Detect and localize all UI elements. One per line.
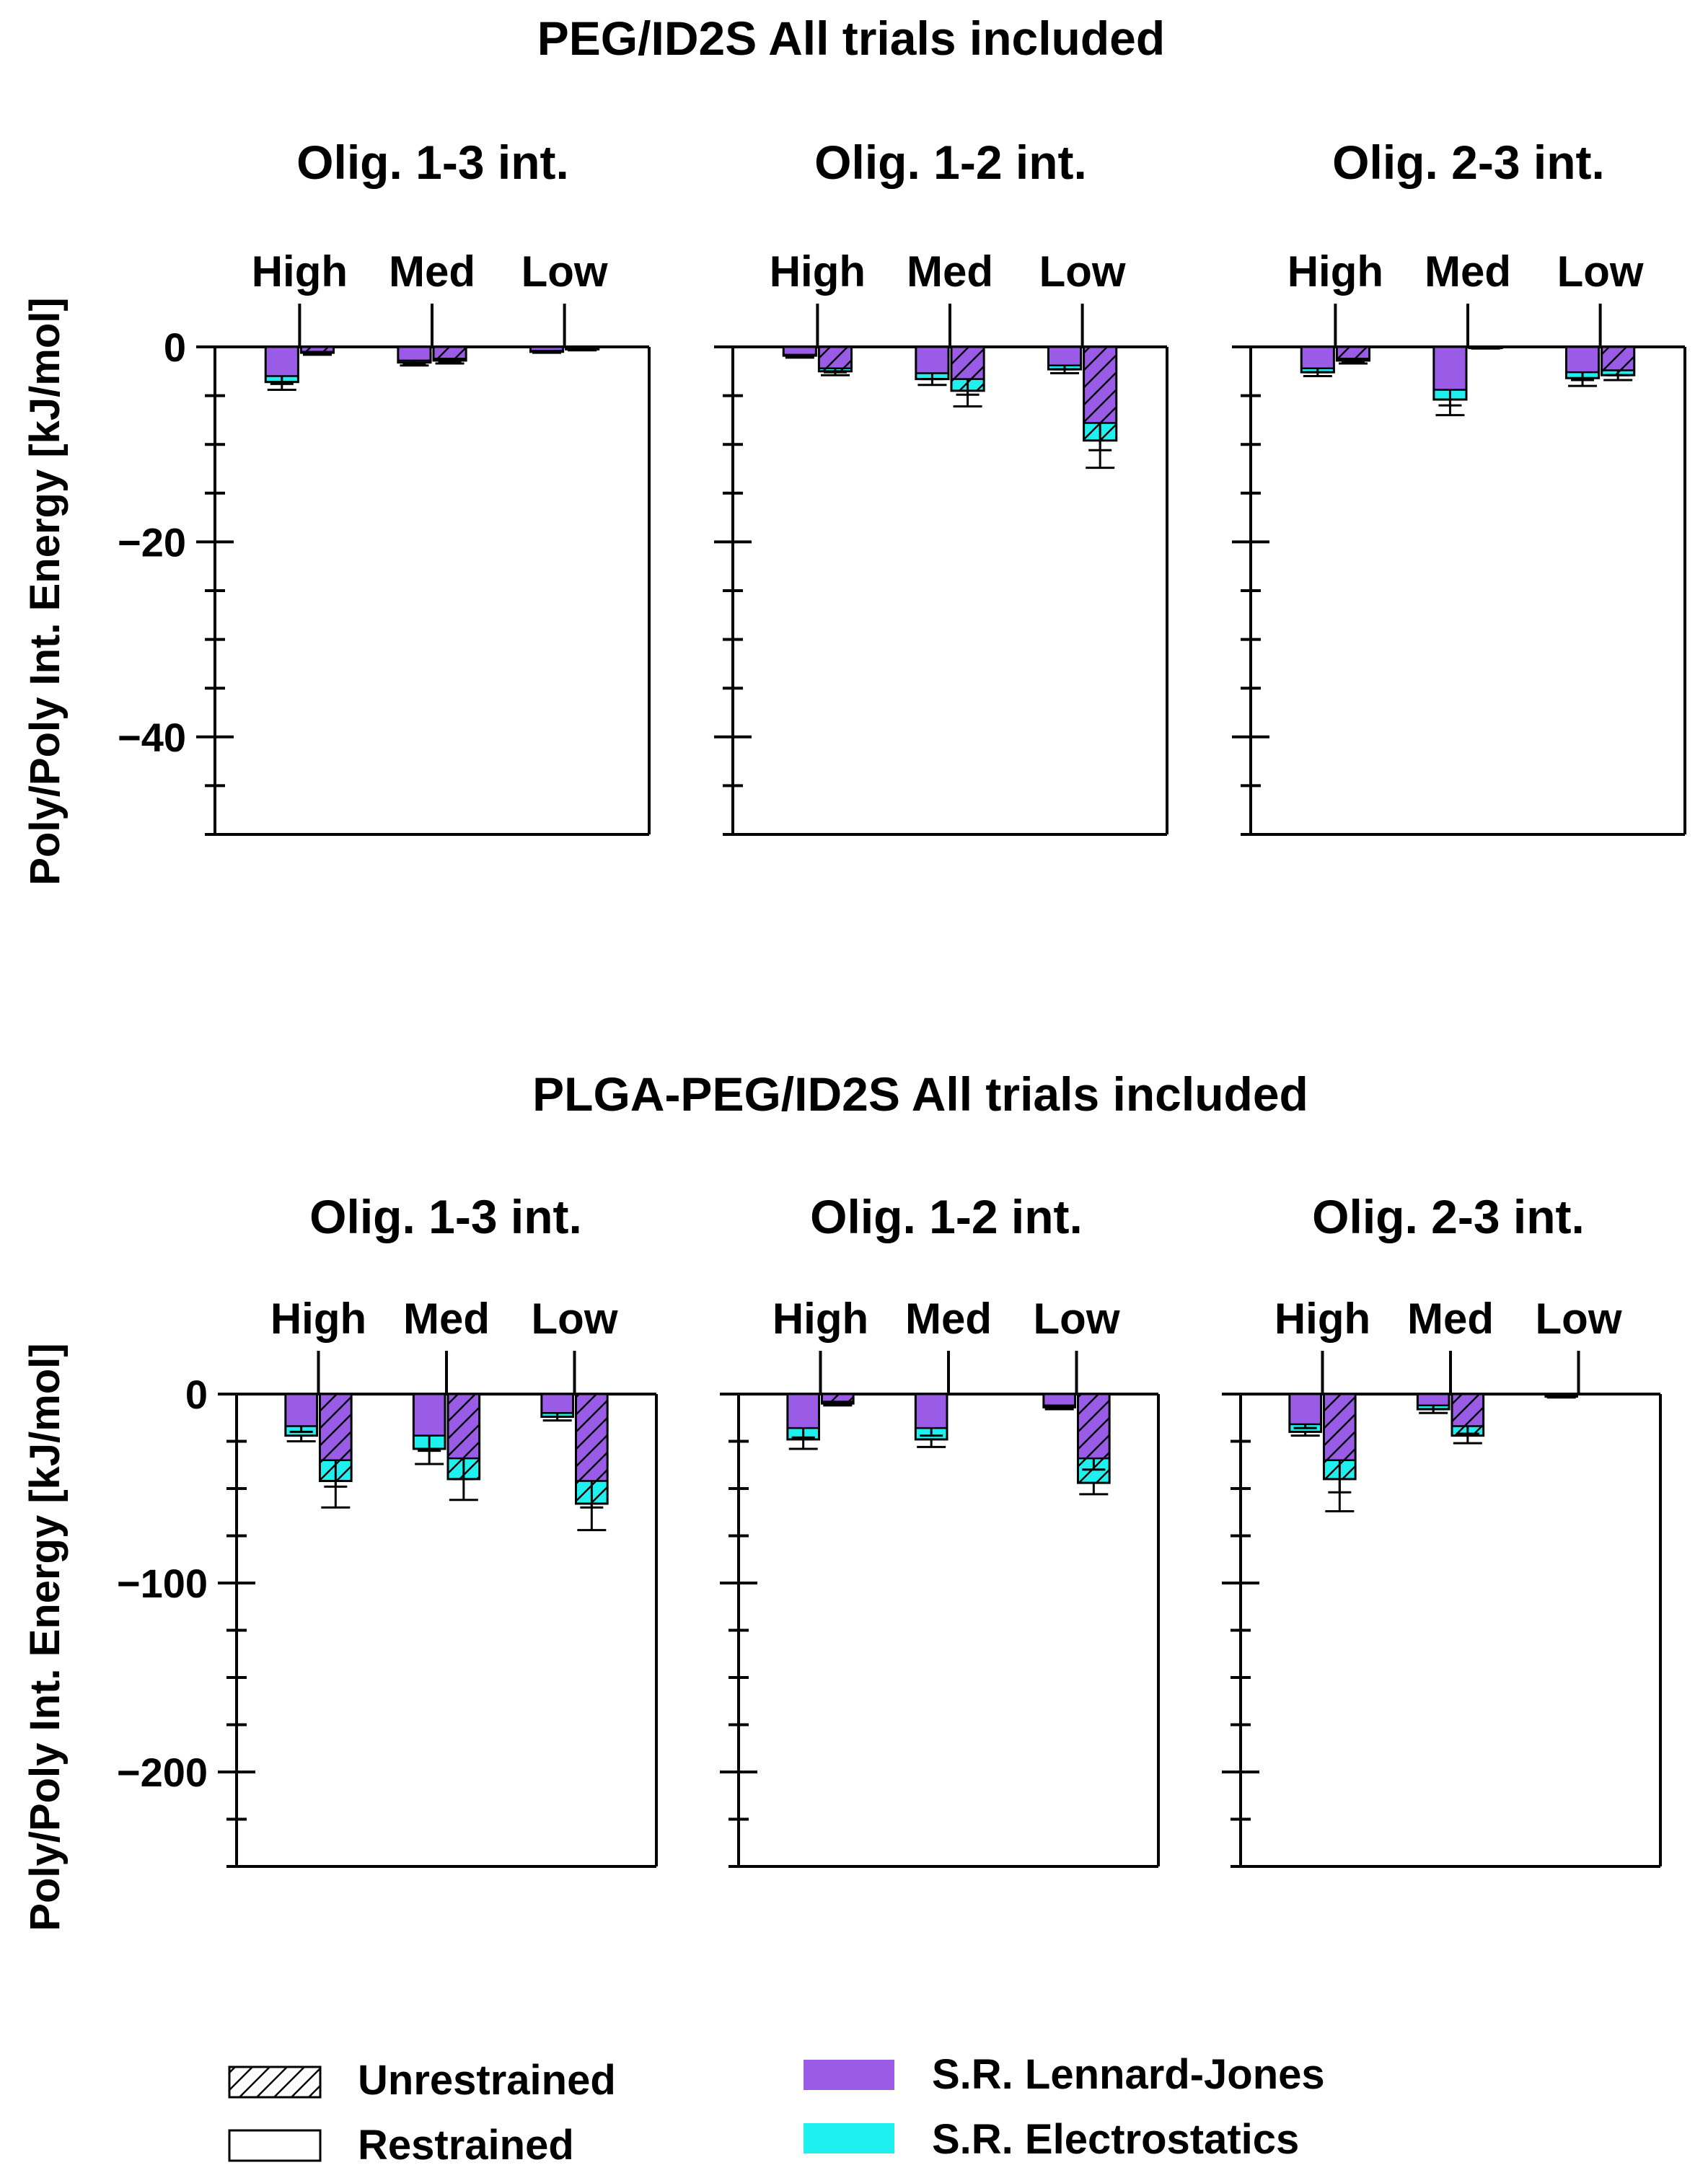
y-tick-label: −20: [118, 519, 186, 565]
bar-lj: [530, 347, 563, 351]
panel-title: Olig. 1-3 int.: [296, 136, 569, 189]
bar-lj: [1566, 347, 1599, 373]
panel-plot: High Med Low: [714, 247, 1168, 836]
x-tick-label: Low: [521, 247, 608, 296]
x-tick-label: Low: [1039, 247, 1126, 296]
bar-lj: [397, 347, 431, 361]
panel-plot: High Med Low: [1222, 1295, 1662, 1868]
panel-title: Olig. 1-2 int.: [810, 1190, 1083, 1243]
bar-lj: [1417, 1394, 1449, 1406]
x-tick-label: High: [770, 247, 866, 296]
x-tick-label: High: [772, 1295, 868, 1343]
x-tick-label: Low: [1557, 247, 1644, 296]
legend: Unrestrained Restrained S.R. Lennard-Jon…: [228, 2051, 1325, 2169]
bar-hatch: [1337, 347, 1370, 361]
x-tick-label: Med: [389, 247, 475, 296]
bar-lj: [783, 347, 816, 355]
panel-title: Olig. 1-2 int.: [814, 136, 1087, 189]
bar-lj: [1048, 347, 1081, 366]
y-axis-label: Poly/Poly Int. Energy [kJ/mol]: [22, 1343, 69, 1931]
bar-hatch: [301, 347, 334, 353]
x-tick-label: Med: [1425, 247, 1511, 296]
x-tick-label: Low: [532, 1295, 618, 1343]
panel-plot: High Med Low: [1232, 247, 1686, 836]
legend-label-restrained: Restrained: [358, 2122, 574, 2169]
y-tick-label: −40: [118, 715, 186, 760]
bar-hatch: [433, 347, 467, 361]
bar-lj: [1301, 347, 1334, 369]
legend-label-es: S.R. Electrostatics: [932, 2116, 1299, 2163]
panel-title: Olig. 2-3 int.: [1312, 1190, 1585, 1243]
panel-title: Olig. 1-3 int.: [309, 1190, 582, 1243]
x-tick-label: High: [1287, 247, 1383, 296]
legend-swatch-restrained: [228, 2129, 322, 2162]
panel-plot: High Med Low: [720, 1295, 1160, 1868]
bar-lj: [285, 1394, 317, 1427]
chart-title: PLGA-PEG/ID2S All trials included: [532, 1067, 1308, 1121]
x-tick-label: Med: [403, 1295, 490, 1343]
x-tick-label: Low: [1536, 1295, 1622, 1343]
y-axis-label: Poly/Poly Int. Energy [kJ/mol]: [22, 297, 69, 885]
bar-lj: [541, 1394, 573, 1414]
x-tick-label: Med: [1407, 1295, 1494, 1343]
bar-lj: [915, 347, 948, 374]
x-tick-label: High: [252, 247, 348, 296]
panel-title: Olig. 2-3 int.: [1332, 136, 1605, 189]
bar-lj: [413, 1394, 445, 1436]
legend-swatch-es: [804, 2123, 894, 2153]
y-tick-label: 0: [164, 325, 186, 370]
y-tick-label: 0: [185, 1372, 208, 1417]
bar-lj: [1289, 1394, 1321, 1424]
panel-plot: 0 −20 −40 High Med Low: [118, 247, 651, 836]
y-tick-label: −100: [117, 1561, 208, 1606]
bar-lj: [1433, 347, 1466, 390]
panel-plot: 0 −100 −200 High Med Low: [117, 1295, 658, 1868]
bar-lj: [265, 347, 299, 376]
bar-lj: [915, 1394, 947, 1429]
x-tick-label: Med: [905, 1295, 992, 1343]
legend-label-unrestrained: Unrestrained: [358, 2057, 616, 2104]
x-tick-label: Low: [1034, 1295, 1120, 1343]
y-tick-label: −200: [117, 1750, 208, 1795]
x-tick-label: High: [1275, 1295, 1370, 1343]
legend-swatch-unrestrained: [228, 2065, 322, 2099]
legend-swatch-lj: [804, 2060, 894, 2090]
bar-hatch: [819, 347, 852, 371]
bar-lj: [787, 1394, 819, 1429]
chart-peg: PEG/ID2S All trials included Poly/Poly I…: [22, 12, 1686, 886]
bar-lj: [1043, 1394, 1075, 1406]
legend-label-lj: S.R. Lennard-Jones: [932, 2051, 1325, 2098]
chart-title: PEG/ID2S All trials included: [537, 12, 1165, 65]
chart-plga-peg: PLGA-PEG/ID2S All trials included Poly/P…: [22, 1067, 1662, 1931]
x-tick-label: High: [270, 1295, 366, 1343]
x-tick-label: Med: [907, 247, 993, 296]
